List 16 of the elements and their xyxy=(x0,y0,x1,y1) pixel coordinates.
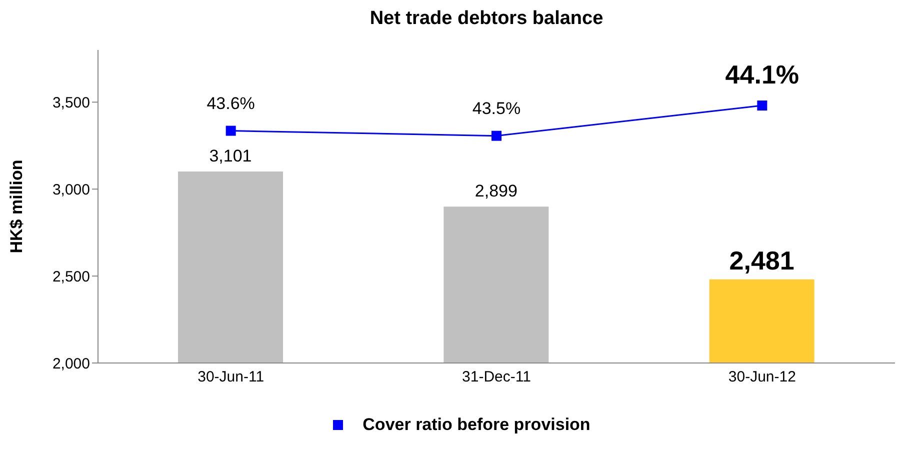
data-label: 2,481 xyxy=(729,245,794,276)
data-label: 43.5% xyxy=(472,98,521,118)
y-tick-label: 3,000 xyxy=(52,181,90,198)
y-tick-label: 3,500 xyxy=(52,94,90,112)
x-tick-label: 31-Dec-11 xyxy=(462,368,531,386)
data-label: 43.6% xyxy=(206,94,255,113)
data-label: 44.1% xyxy=(725,60,800,90)
y-tick-label: 2,000 xyxy=(52,355,90,372)
legend-label: Cover ratio before provision xyxy=(362,415,590,435)
data-label: 3,101 xyxy=(209,146,252,166)
data-label: 2,899 xyxy=(474,182,518,201)
y-axis-title: HK$ million xyxy=(7,160,26,254)
x-tick-label: 30-Jun-12 xyxy=(728,368,796,386)
chart-title: Net trade debtors balance xyxy=(368,8,604,30)
y-tick-label: 2,500 xyxy=(52,268,90,286)
x-tick-label: 30-Jun-11 xyxy=(198,368,264,386)
